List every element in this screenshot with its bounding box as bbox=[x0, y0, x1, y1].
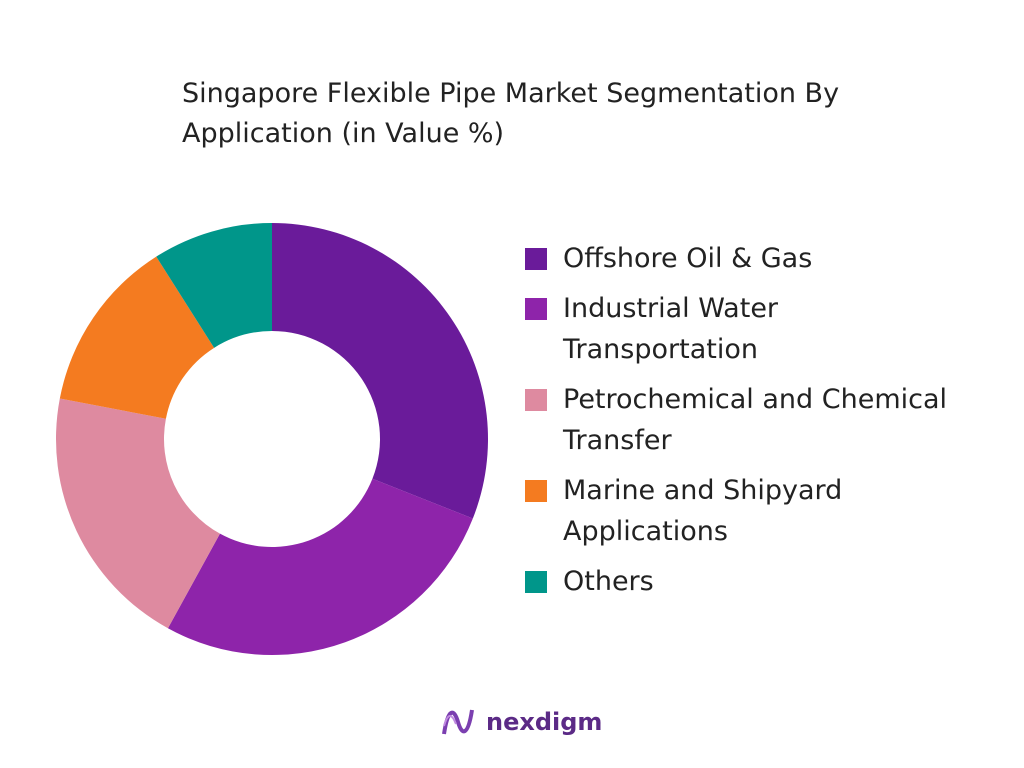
legend-swatch bbox=[525, 298, 547, 320]
logo-icon bbox=[442, 709, 474, 735]
legend-item: Offshore Oil & Gas bbox=[525, 238, 1015, 279]
legend-item: Marine and Shipyard Applications bbox=[525, 470, 1015, 552]
legend-item: Petrochemical and Chemical Transfer bbox=[525, 379, 1015, 461]
legend-label: Others bbox=[563, 566, 654, 597]
donut-slice bbox=[272, 223, 488, 519]
brand-logo: nexdigm bbox=[440, 704, 602, 740]
donut-slice bbox=[156, 223, 272, 348]
donut-slice bbox=[59, 256, 215, 419]
legend: Offshore Oil & Gas Industrial Water Trans… bbox=[525, 238, 1015, 602]
chart-title: Singapore Flexible Pipe Market Segmentat… bbox=[182, 78, 840, 149]
legend-swatch bbox=[525, 389, 547, 411]
legend-swatch bbox=[525, 248, 547, 270]
legend-item: Industrial Water Transportation bbox=[525, 288, 1015, 370]
legend-label: Marine and Shipyard Applications bbox=[563, 475, 843, 547]
brand-name: nexdigm bbox=[486, 708, 603, 736]
donut-slice bbox=[167, 478, 473, 655]
legend-label: Offshore Oil & Gas bbox=[563, 243, 813, 274]
legend-label: Industrial Water Transportation bbox=[563, 293, 779, 365]
chart bbox=[55, 223, 488, 655]
legend-swatch bbox=[525, 571, 547, 593]
legend-swatch bbox=[525, 480, 547, 502]
legend-label: Petrochemical and Chemical Transfer bbox=[563, 384, 948, 456]
legend-item: Others bbox=[525, 561, 1015, 602]
donut-slice bbox=[55, 398, 220, 629]
